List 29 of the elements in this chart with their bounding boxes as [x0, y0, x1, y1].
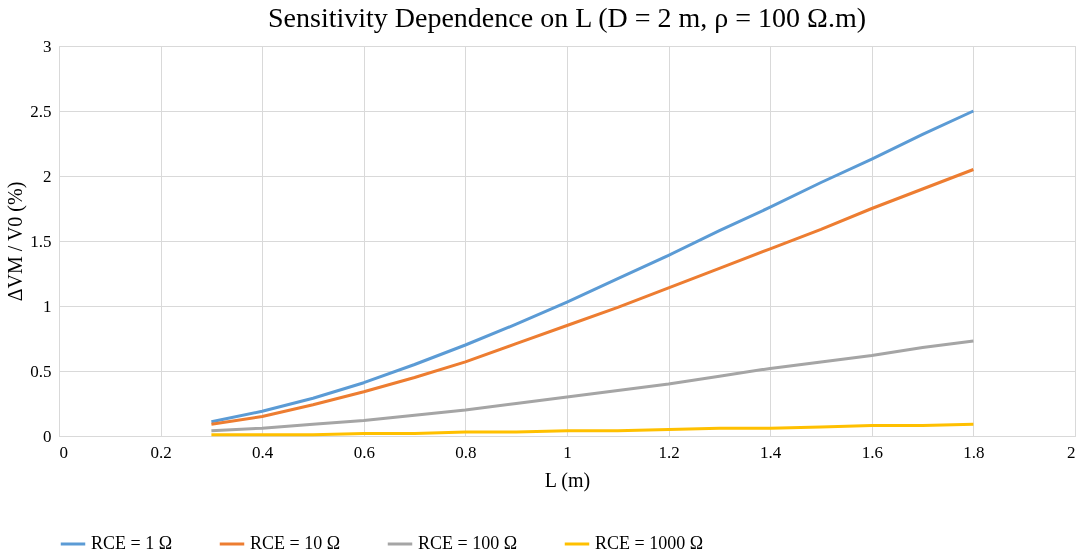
x-tick-label: 1.4 — [760, 442, 782, 462]
y-tick-label: 1.5 — [30, 231, 52, 251]
x-tick-label: 1.2 — [658, 442, 680, 462]
line-series — [209, 422, 975, 437]
x-tick-label: 1 — [563, 442, 572, 462]
y-tick-label: 0.5 — [30, 361, 52, 381]
x-tick-label: 2 — [1067, 442, 1076, 462]
chart-title: Sensitivity Dependence on L (D = 2 m, ρ = 100 Ω.m) — [267, 2, 867, 33]
x-tick-label: 0.2 — [150, 442, 172, 462]
x-tick-label: 1.8 — [963, 442, 985, 462]
line-series — [209, 168, 975, 426]
y-tick-label: 2 — [43, 166, 52, 186]
line-series — [209, 109, 975, 424]
legend-label: RCE = 1000 Ω — [595, 533, 704, 553]
legend-label: RCE = 10 Ω — [250, 533, 341, 553]
y-tick-label: 3 — [43, 36, 52, 56]
x-axis-title: L (m) — [544, 468, 591, 492]
x-tick-label: 1.6 — [861, 442, 883, 462]
line-series — [209, 339, 975, 433]
x-tick-label: 0.6 — [353, 442, 375, 462]
y-tick-label: 0 — [43, 426, 52, 446]
y-axis-title: ΔVM / V0 (%) — [4, 181, 28, 302]
x-tick-label: 0.8 — [455, 442, 477, 462]
y-tick-label: 1 — [43, 296, 52, 316]
x-tick-label: 0.4 — [252, 442, 274, 462]
x-tick-label: 0 — [59, 442, 68, 462]
legend-label: RCE = 100 Ω — [418, 533, 518, 553]
legend-label: RCE = 1 Ω — [91, 533, 173, 553]
y-tick-label: 2.5 — [30, 101, 52, 121]
